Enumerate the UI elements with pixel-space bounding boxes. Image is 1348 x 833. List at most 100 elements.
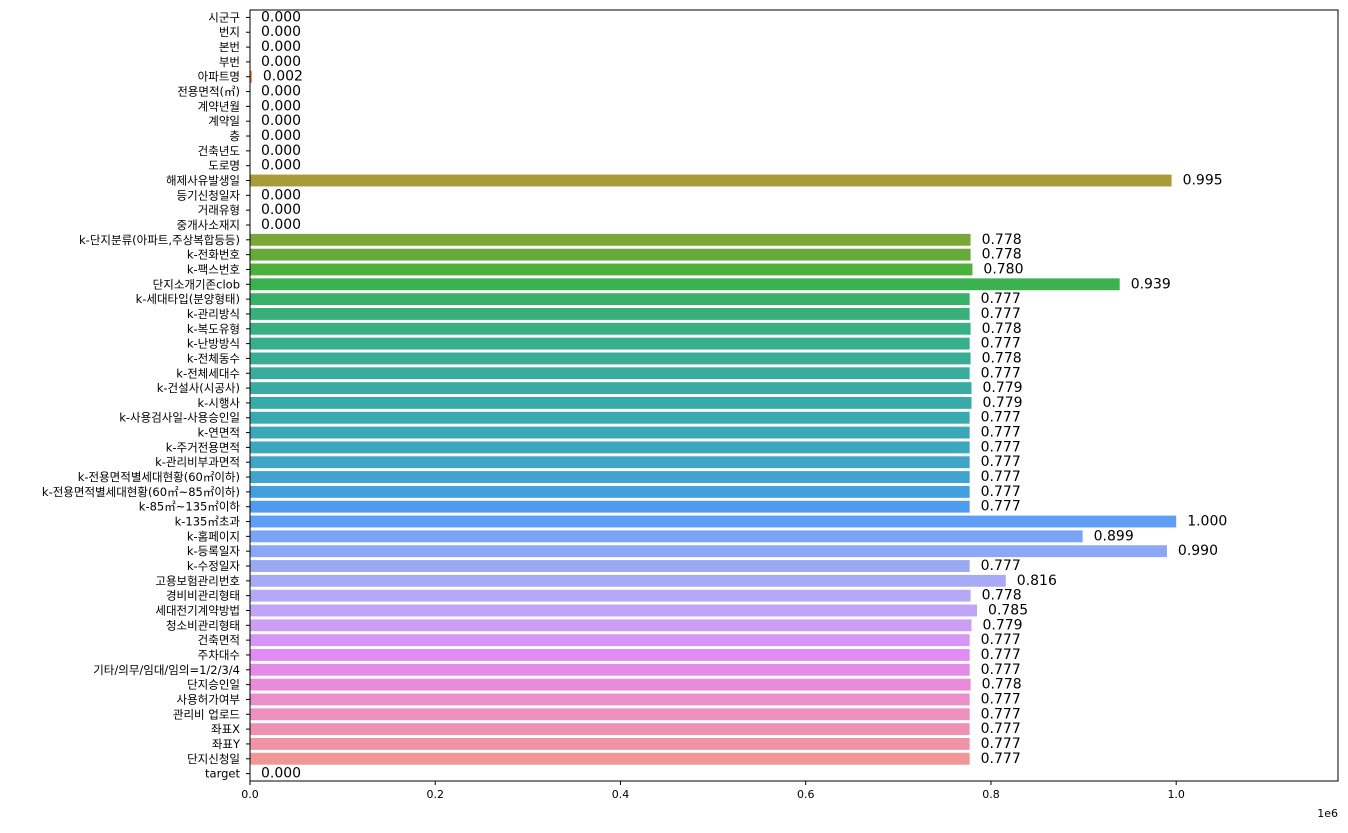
bar	[250, 411, 970, 424]
category-tick-label: k-연면적	[197, 426, 240, 440]
category-tick-label: k-관리비부과면적	[155, 455, 240, 469]
bar	[250, 456, 970, 469]
x-axis-offset-label: 1e6	[1317, 807, 1338, 820]
category-tick-label: k-관리방식	[187, 307, 240, 321]
category-tick-label: 단지소개기존clob	[153, 277, 240, 291]
bar	[250, 752, 970, 765]
category-tick-label: 건축년도	[198, 144, 240, 158]
x-tick-label: 0.2	[426, 788, 444, 801]
x-tick-label: 0.0	[241, 788, 259, 801]
bar	[250, 678, 971, 691]
x-tick-label: 0.4	[612, 788, 630, 801]
category-tick-label: k-시행사	[197, 396, 240, 410]
bar	[250, 337, 970, 350]
category-tick-label: 관리비 업로드	[173, 707, 240, 721]
bar	[250, 500, 970, 513]
category-tick-label: k-전체세대수	[176, 366, 240, 380]
value-label: 0.778	[982, 588, 1022, 604]
value-label: 0.000	[261, 158, 301, 174]
bar	[250, 278, 1120, 291]
category-tick-label: k-135㎡초과	[175, 515, 241, 529]
value-label: 0.778	[982, 677, 1022, 693]
value-label: 0.777	[981, 291, 1021, 307]
value-label: 0.000	[261, 9, 301, 25]
bar	[250, 471, 970, 483]
category-tick-label: k-건설사(시공사)	[157, 381, 240, 395]
category-tick-label: 본번	[219, 40, 240, 54]
category-tick-label: k-수정일자	[187, 559, 241, 573]
value-label: 0.000	[261, 39, 301, 55]
bars-group	[250, 70, 1177, 765]
category-tick-label: k-85㎡~135㎡이하	[139, 500, 241, 514]
plot-frame	[249, 9, 1339, 782]
value-label: 0.899	[1094, 528, 1134, 544]
category-tick-label: 좌표X	[211, 722, 240, 736]
bar	[250, 663, 970, 676]
bar	[250, 589, 971, 602]
value-label: 0.777	[981, 647, 1021, 663]
value-label: 0.779	[983, 380, 1023, 396]
value-label: 0.778	[982, 247, 1022, 263]
bar	[250, 515, 1177, 528]
value-label: 0.778	[982, 350, 1022, 366]
value-label: 0.000	[261, 217, 301, 233]
bar	[250, 382, 972, 395]
category-tick-label: k-복도유형	[187, 322, 240, 336]
category-tick-label: k-주거전용면적	[166, 440, 240, 454]
bar	[250, 308, 970, 320]
value-label: 0.777	[981, 632, 1021, 648]
category-tick-label: 고용보험관리번호	[155, 574, 240, 588]
category-tick-label: k-사용검사일-사용승인일	[119, 411, 240, 425]
category-tick-label: 층	[229, 129, 240, 143]
value-label: 0.777	[981, 706, 1021, 722]
x-tick-label: 1.0	[1167, 788, 1185, 801]
value-label: 0.777	[981, 691, 1021, 707]
x-tick-label: 0.6	[797, 788, 815, 801]
bar	[250, 233, 971, 246]
bar	[250, 530, 1083, 543]
category-tick-label: target	[205, 767, 240, 781]
bar	[250, 634, 970, 647]
value-label: 0.777	[981, 469, 1021, 485]
category-tick-label: 주차대수	[198, 648, 240, 662]
value-labels-group: 0.0000.0000.0000.0000.0020.0000.0000.000…	[261, 9, 1227, 781]
bar	[250, 441, 970, 454]
category-tick-label: 경비비관리형태	[166, 589, 240, 603]
value-label: 0.002	[263, 69, 303, 85]
value-label: 0.939	[1131, 276, 1171, 292]
bar	[250, 322, 971, 335]
value-label: 0.778	[982, 321, 1022, 337]
x-axis: 0.0 0.2 0.4 0.6 0.8 1.0	[241, 781, 1185, 801]
value-label: 0.777	[981, 736, 1021, 752]
category-labels-group: 시군구번지본번부번아파트명전용면적(㎡)계약년월계약일층건축년도도로명해제사유발…	[42, 10, 250, 781]
category-tick-label: 계약년월	[198, 99, 240, 113]
bar	[250, 367, 970, 380]
bar	[250, 485, 970, 498]
bar	[250, 174, 1172, 187]
value-label: 0.000	[261, 113, 301, 129]
category-tick-label: 거래유형	[198, 203, 240, 217]
category-tick-label: 등기신청일자	[177, 188, 241, 202]
value-label: 0.777	[981, 484, 1021, 500]
category-tick-label: 해제사유발생일	[166, 174, 240, 188]
value-label: 0.777	[981, 751, 1021, 767]
bar	[250, 545, 1167, 558]
bar	[250, 70, 252, 83]
category-tick-label: 아파트명	[198, 70, 240, 84]
value-label: 0.000	[261, 54, 301, 70]
value-label: 0.777	[981, 662, 1021, 678]
value-label: 0.778	[982, 232, 1022, 248]
bar	[250, 693, 970, 706]
value-label: 0.777	[981, 365, 1021, 381]
category-tick-label: 시군구	[208, 10, 240, 24]
bar	[250, 293, 970, 306]
value-label: 0.000	[261, 766, 301, 782]
category-tick-label: k-홈페이지	[187, 529, 240, 543]
category-tick-label: k-팩스번호	[187, 262, 240, 276]
category-tick-label: 부번	[219, 55, 240, 69]
value-label: 0.777	[981, 721, 1021, 737]
category-tick-label: 중개사소재지	[177, 218, 240, 232]
category-tick-label: k-난방방식	[187, 337, 240, 351]
category-tick-label: k-세대타입(분양형태)	[136, 292, 240, 306]
